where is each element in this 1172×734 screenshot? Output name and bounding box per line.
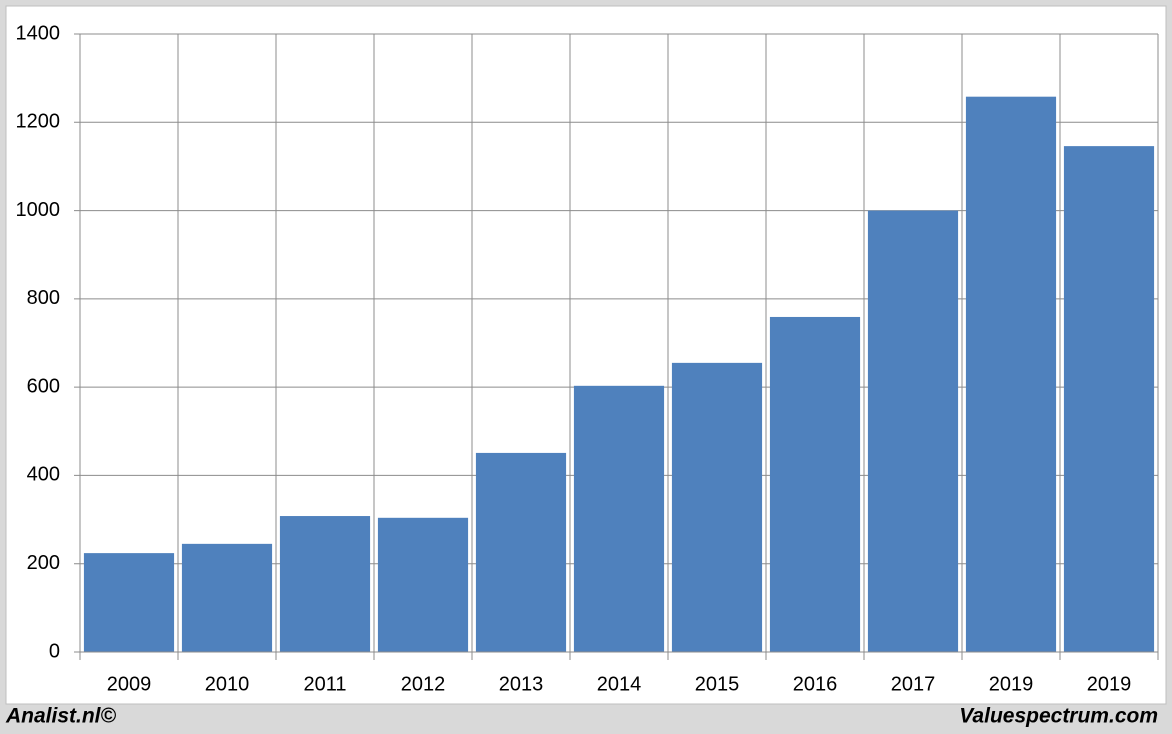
- x-tick-label: 2010: [205, 673, 250, 695]
- y-tick-label: 1000: [16, 199, 61, 221]
- bar: [279, 516, 371, 652]
- x-tick-label: 2016: [793, 673, 838, 695]
- footer-right: Valuespectrum.com: [959, 705, 1158, 728]
- bar: [671, 362, 763, 652]
- y-tick-label: 600: [27, 375, 60, 397]
- bar: [573, 385, 665, 652]
- bar: [475, 452, 567, 652]
- bar: [1063, 146, 1155, 652]
- x-tick-label: 2017: [891, 673, 936, 695]
- y-tick-label: 800: [27, 287, 60, 309]
- y-tick-label: 1400: [16, 22, 61, 44]
- bar: [965, 96, 1057, 652]
- x-tick-label: 2015: [695, 673, 740, 695]
- x-tick-label: 2009: [107, 673, 152, 695]
- y-tick-label: 200: [27, 552, 60, 574]
- x-tick-label: 2019: [989, 673, 1034, 695]
- bar: [83, 553, 175, 652]
- footer-left: Analist.nl©: [5, 705, 117, 728]
- bar: [769, 316, 861, 652]
- y-tick-label: 1200: [16, 111, 61, 133]
- y-tick-label: 0: [49, 640, 60, 662]
- y-tick-label: 400: [27, 464, 60, 486]
- x-tick-label: 2013: [499, 673, 544, 695]
- x-tick-label: 2014: [597, 673, 642, 695]
- x-tick-label: 2012: [401, 673, 446, 695]
- bar: [377, 517, 469, 652]
- bar: [867, 210, 959, 653]
- x-tick-label: 2019: [1087, 673, 1132, 695]
- x-tick-label: 2011: [303, 673, 346, 695]
- bar: [181, 543, 273, 652]
